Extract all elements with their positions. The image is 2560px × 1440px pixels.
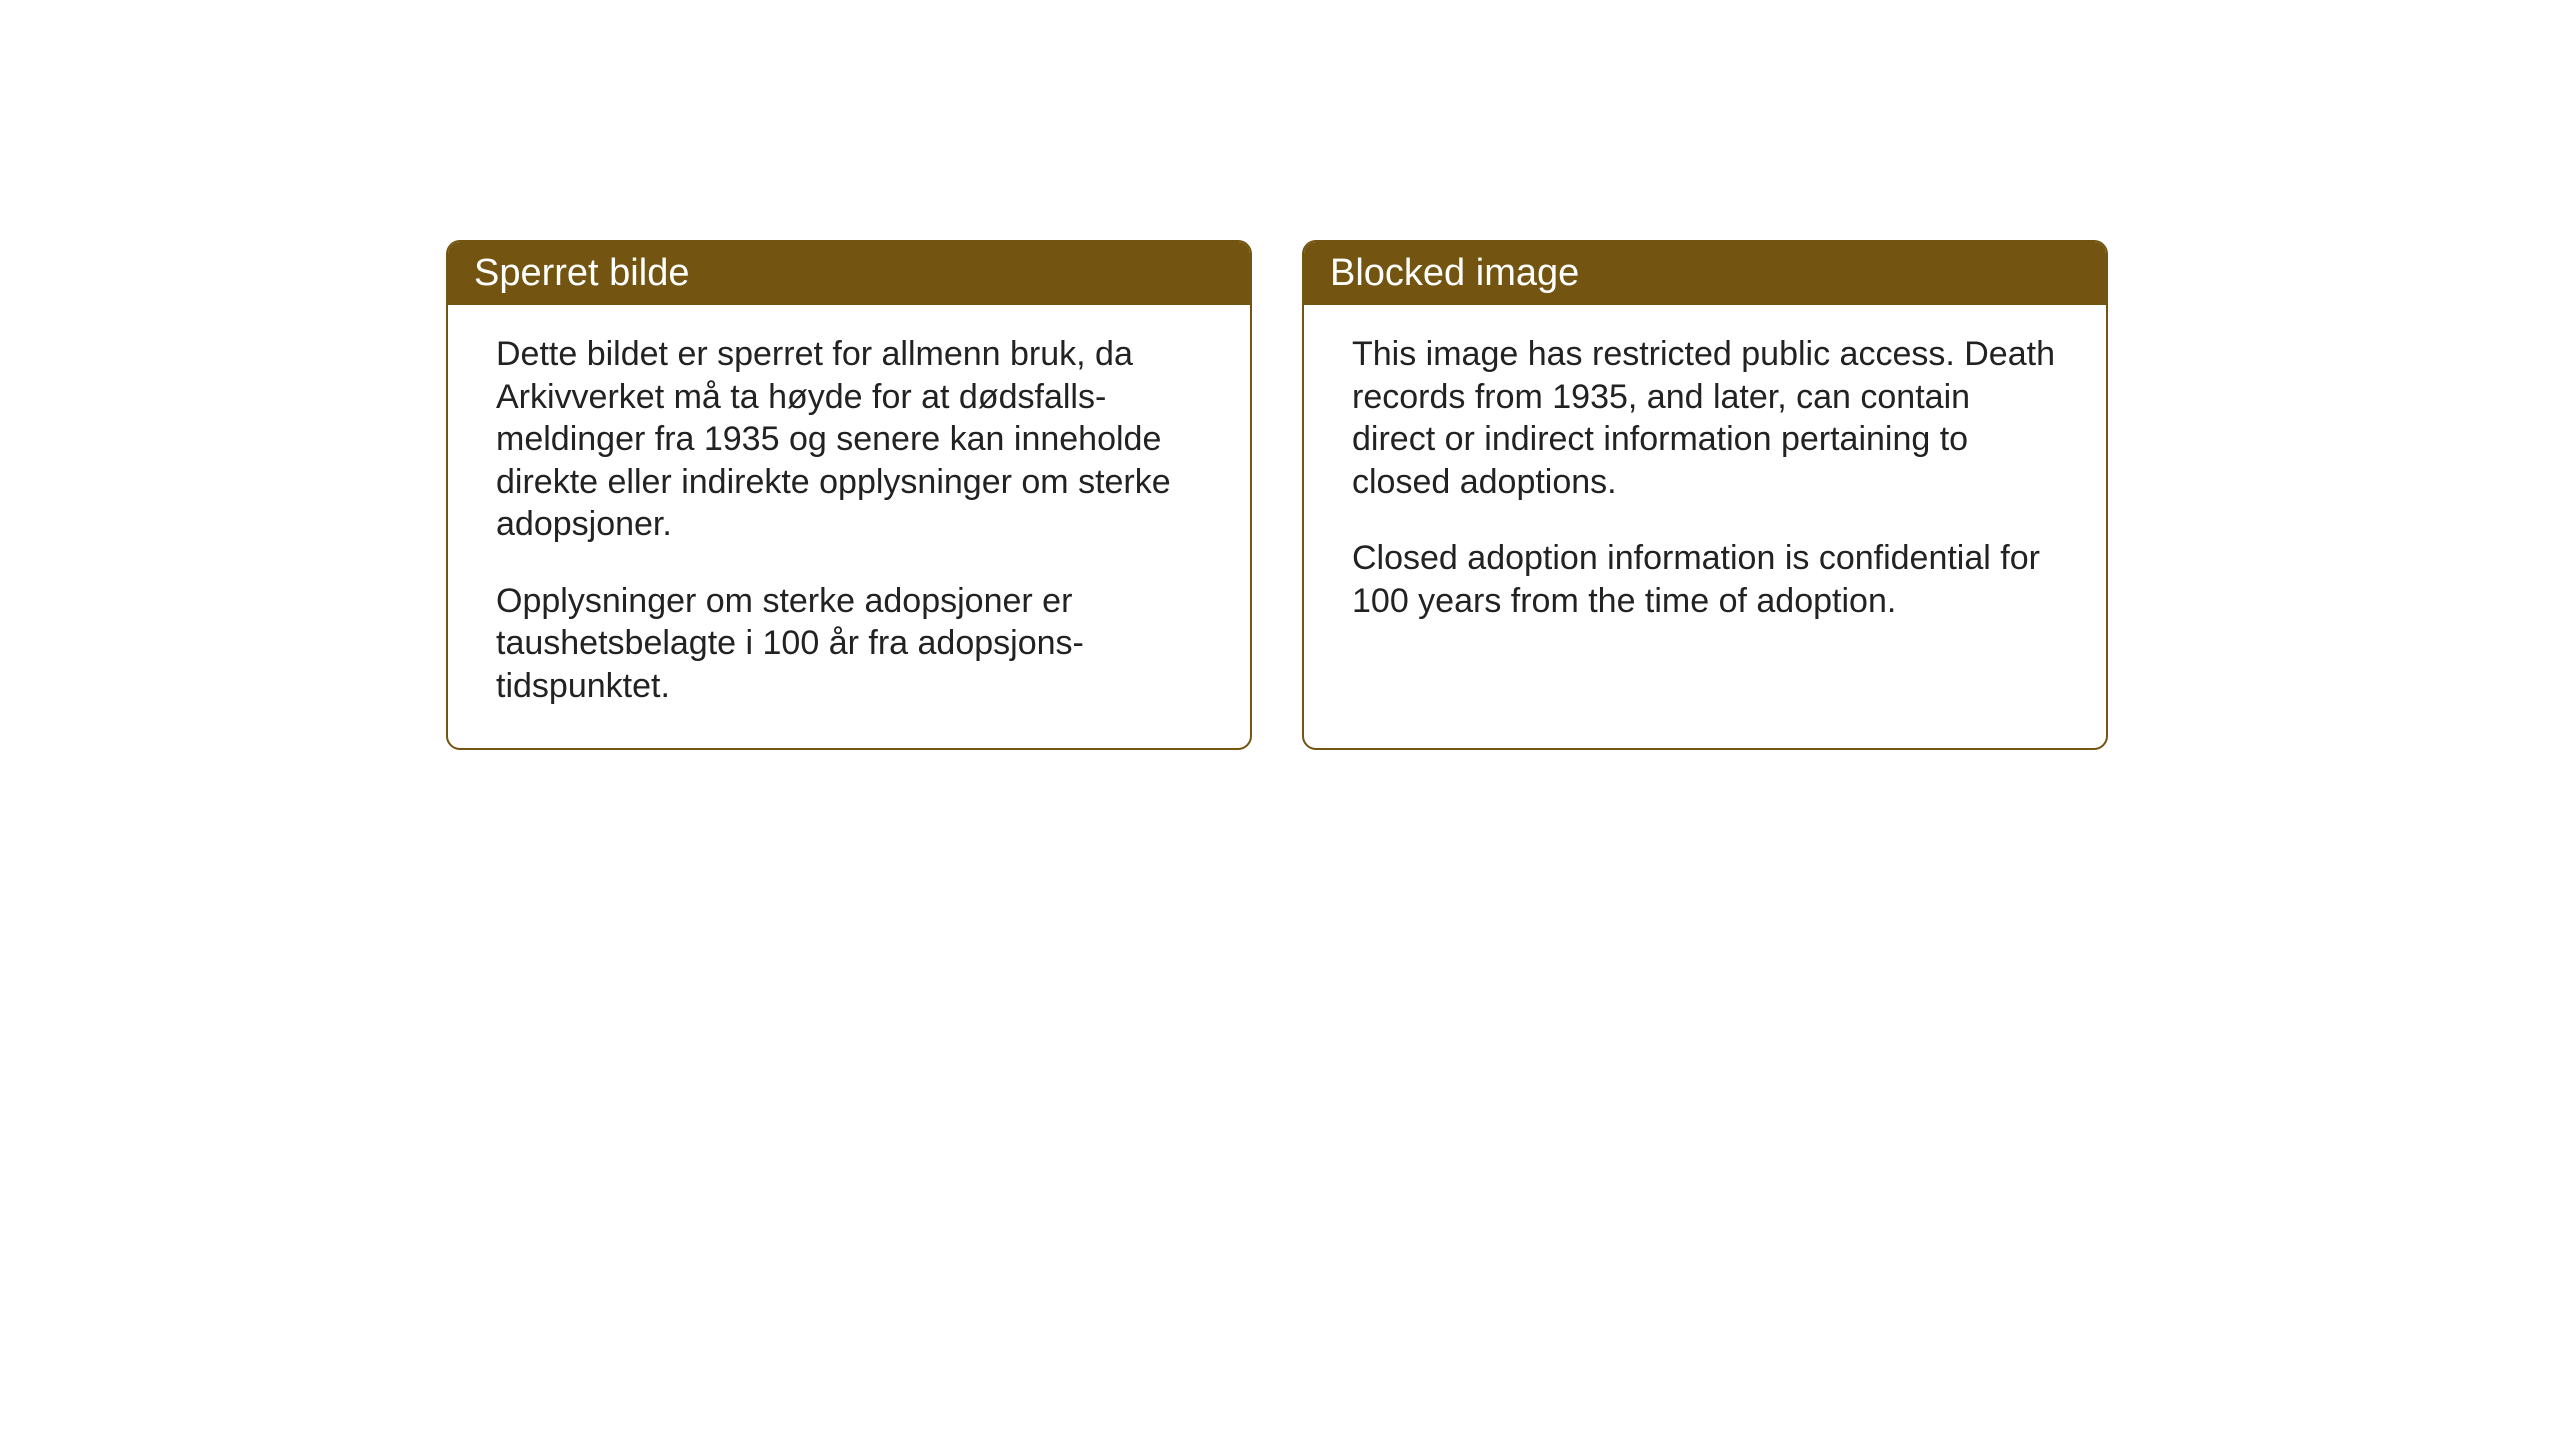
paragraph-2-norwegian: Opplysninger om sterke adopsjoner er tau… — [496, 580, 1202, 708]
paragraph-1-english: This image has restricted public access.… — [1352, 333, 2058, 503]
paragraph-1-norwegian: Dette bildet er sperret for allmenn bruk… — [496, 333, 1202, 546]
notice-card-norwegian: Sperret bilde Dette bildet er sperret fo… — [446, 240, 1252, 750]
paragraph-2-english: Closed adoption information is confident… — [1352, 537, 2058, 622]
notice-card-english: Blocked image This image has restricted … — [1302, 240, 2108, 750]
notice-container: Sperret bilde Dette bildet er sperret fo… — [0, 0, 2560, 750]
card-body-norwegian: Dette bildet er sperret for allmenn bruk… — [448, 305, 1250, 747]
card-header-norwegian: Sperret bilde — [448, 242, 1250, 305]
card-body-english: This image has restricted public access.… — [1304, 305, 2106, 662]
card-header-english: Blocked image — [1304, 242, 2106, 305]
